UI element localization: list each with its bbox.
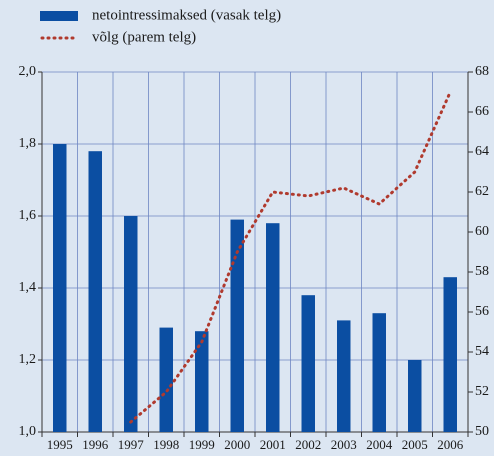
bar	[53, 144, 67, 432]
y2-tick-label: 58	[475, 264, 489, 279]
y2-tick-label: 52	[475, 384, 489, 399]
y-tick-label: 1,6	[19, 208, 37, 223]
bar	[301, 295, 315, 432]
legend-swatch	[40, 11, 78, 21]
bar	[408, 360, 422, 432]
y2-tick-label: 64	[475, 144, 489, 159]
bar	[230, 219, 244, 432]
y-tick-label: 1,0	[19, 424, 37, 439]
bar	[266, 223, 280, 432]
y2-tick-label: 60	[475, 224, 489, 239]
y2-tick-label: 54	[475, 344, 489, 359]
bar	[195, 331, 209, 432]
y2-tick-label: 56	[475, 304, 489, 319]
x-tick-label: 2001	[260, 437, 286, 452]
x-tick-label: 2003	[331, 437, 357, 452]
x-tick-label: 1999	[189, 437, 215, 452]
y-tick-label: 1,4	[19, 280, 37, 295]
bar	[88, 151, 102, 432]
bar	[372, 313, 386, 432]
x-tick-label: 1997	[118, 437, 145, 452]
bar	[337, 320, 351, 432]
y2-tick-label: 68	[475, 64, 489, 79]
bar	[159, 327, 173, 432]
legend-label: võlg (parem telg)	[92, 29, 196, 45]
line	[129, 90, 452, 424]
y-tick-label: 1,2	[19, 352, 37, 367]
bar	[124, 216, 138, 432]
x-tick-label: 2006	[437, 437, 464, 452]
x-tick-label: 1995	[47, 437, 73, 452]
y-tick-label: 1,8	[19, 136, 37, 151]
bar	[443, 277, 457, 432]
y-tick-label: 2,0	[19, 64, 37, 79]
y2-tick-label: 66	[475, 104, 489, 119]
x-tick-label: 2004	[366, 437, 393, 452]
x-tick-label: 2005	[402, 437, 428, 452]
x-tick-label: 1998	[153, 437, 179, 452]
y2-tick-label: 50	[475, 424, 489, 439]
x-tick-label: 2000	[224, 437, 250, 452]
x-tick-label: 2002	[295, 437, 321, 452]
x-tick-label: 1996	[82, 437, 109, 452]
y2-tick-label: 62	[475, 184, 489, 199]
legend-label: netointressimaksed (vasak telg)	[92, 7, 281, 23]
